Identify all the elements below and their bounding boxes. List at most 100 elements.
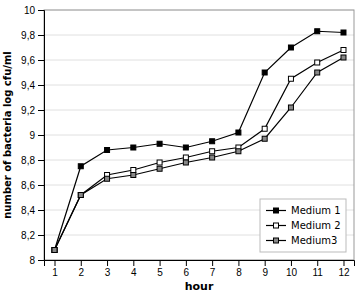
x-tick: 3 — [105, 260, 111, 278]
x-tick-mark — [238, 260, 239, 266]
y-tick: 8,6 — [21, 180, 44, 191]
x-tick-label: 3 — [105, 267, 111, 278]
series-marker — [131, 145, 136, 150]
series-marker — [236, 149, 241, 154]
x-tick: 8 — [236, 260, 242, 278]
y-axis-label: number of bacteria log cfu/ml — [2, 51, 13, 219]
series-marker — [78, 193, 83, 198]
x-tick-mark — [265, 260, 266, 266]
x-domain — [45, 261, 355, 267]
y-tick-mark — [38, 60, 44, 61]
legend-marker — [274, 223, 279, 228]
y-axis: 88,28,48,68,899,29,49,69,810 — [21, 5, 44, 266]
legend-label: Medium 1 — [291, 205, 341, 216]
legend-marker — [274, 238, 279, 243]
x-tick-label: 6 — [184, 267, 190, 278]
series-marker — [183, 155, 188, 160]
y-domain — [38, 11, 45, 261]
y-tick: 8 — [29, 255, 44, 266]
x-tick: 9 — [262, 260, 268, 278]
x-tick: 2 — [78, 260, 84, 278]
y-tick-label: 8,6 — [21, 180, 35, 191]
x-tick: 1 — [52, 260, 58, 278]
y-tick-mark — [38, 210, 44, 211]
y-tick-mark — [38, 110, 44, 111]
series-marker — [262, 70, 267, 75]
series-line — [55, 58, 344, 251]
series-marker — [315, 70, 320, 75]
series-marker — [288, 105, 293, 110]
chart: 12345678910111288,28,48,68,899,29,49,69,… — [0, 0, 364, 294]
series-marker — [131, 173, 136, 178]
plot-frame — [44, 10, 354, 260]
series-marker — [262, 136, 267, 141]
x-tick-label: 2 — [78, 267, 84, 278]
x-tick-label: 11 — [313, 267, 324, 278]
y-tick-mark — [38, 185, 44, 186]
y-tick-mark — [38, 260, 44, 261]
x-tick-mark — [317, 260, 318, 266]
x-tick-mark — [343, 260, 344, 266]
series-marker — [157, 141, 162, 146]
plot: 12345678910111288,28,48,68,899,29,49,69,… — [21, 5, 354, 278]
grid — [44, 10, 354, 260]
x-tick: 6 — [184, 260, 190, 278]
series-marker — [210, 139, 215, 144]
x-tick-mark — [212, 260, 213, 266]
series-marker — [183, 160, 188, 165]
y-tick-label: 9,8 — [21, 30, 35, 41]
series-marker — [157, 160, 162, 165]
series-marker — [105, 176, 110, 181]
x-tick-label: 5 — [157, 267, 163, 278]
y-tick-label: 9 — [29, 130, 35, 141]
y-tick: 9,4 — [21, 80, 44, 91]
legend-label: Medium3 — [291, 235, 337, 246]
series-marker — [315, 29, 320, 34]
x-tick-mark — [55, 260, 56, 266]
series-marker — [288, 45, 293, 50]
series-marker — [288, 76, 293, 81]
x-tick: 7 — [210, 260, 216, 278]
y-tick: 8,2 — [21, 230, 44, 241]
y-tick-label: 8,4 — [21, 205, 35, 216]
y-tick-mark — [38, 160, 44, 161]
x-tick-mark — [291, 260, 292, 266]
x-tick-mark — [186, 260, 187, 266]
series-marker — [105, 148, 110, 153]
series — [52, 55, 346, 253]
series-marker — [341, 30, 346, 35]
x-tick-mark — [107, 260, 108, 266]
grid-line — [44, 135, 354, 136]
x-tick-label: 4 — [131, 267, 137, 278]
y-tick-mark — [38, 35, 44, 36]
x-tick-label: 10 — [286, 267, 298, 278]
series-marker — [131, 168, 136, 173]
y-tick-mark — [38, 135, 44, 136]
marks — [52, 29, 346, 253]
series-marker — [183, 145, 188, 150]
grid-line — [44, 35, 354, 36]
y-tick: 9 — [29, 130, 44, 141]
series-marker — [157, 166, 162, 171]
x-tick: 11 — [313, 260, 324, 278]
x-tick-mark — [133, 260, 134, 266]
x-tick-label: 12 — [338, 267, 350, 278]
y-tick-mark — [38, 85, 44, 86]
y-tick-label: 9,4 — [21, 80, 35, 91]
y-tick: 9,8 — [21, 30, 44, 41]
legend-item: Medium 2 — [266, 220, 341, 231]
y-tick-mark — [38, 235, 44, 236]
series-marker — [341, 55, 346, 60]
series-marker — [210, 149, 215, 154]
y-tick-mark — [38, 10, 44, 11]
series-marker — [52, 248, 57, 253]
grid-line — [44, 110, 354, 111]
y-tick: 9,2 — [21, 105, 44, 116]
legend-item: Medium 1 — [266, 205, 341, 216]
series-marker — [78, 193, 83, 198]
y-tick-label: 9,2 — [21, 105, 35, 116]
series — [52, 48, 346, 253]
y-tick: 9,6 — [21, 55, 44, 66]
series-marker — [210, 155, 215, 160]
y-tick-label: 10 — [24, 5, 36, 16]
